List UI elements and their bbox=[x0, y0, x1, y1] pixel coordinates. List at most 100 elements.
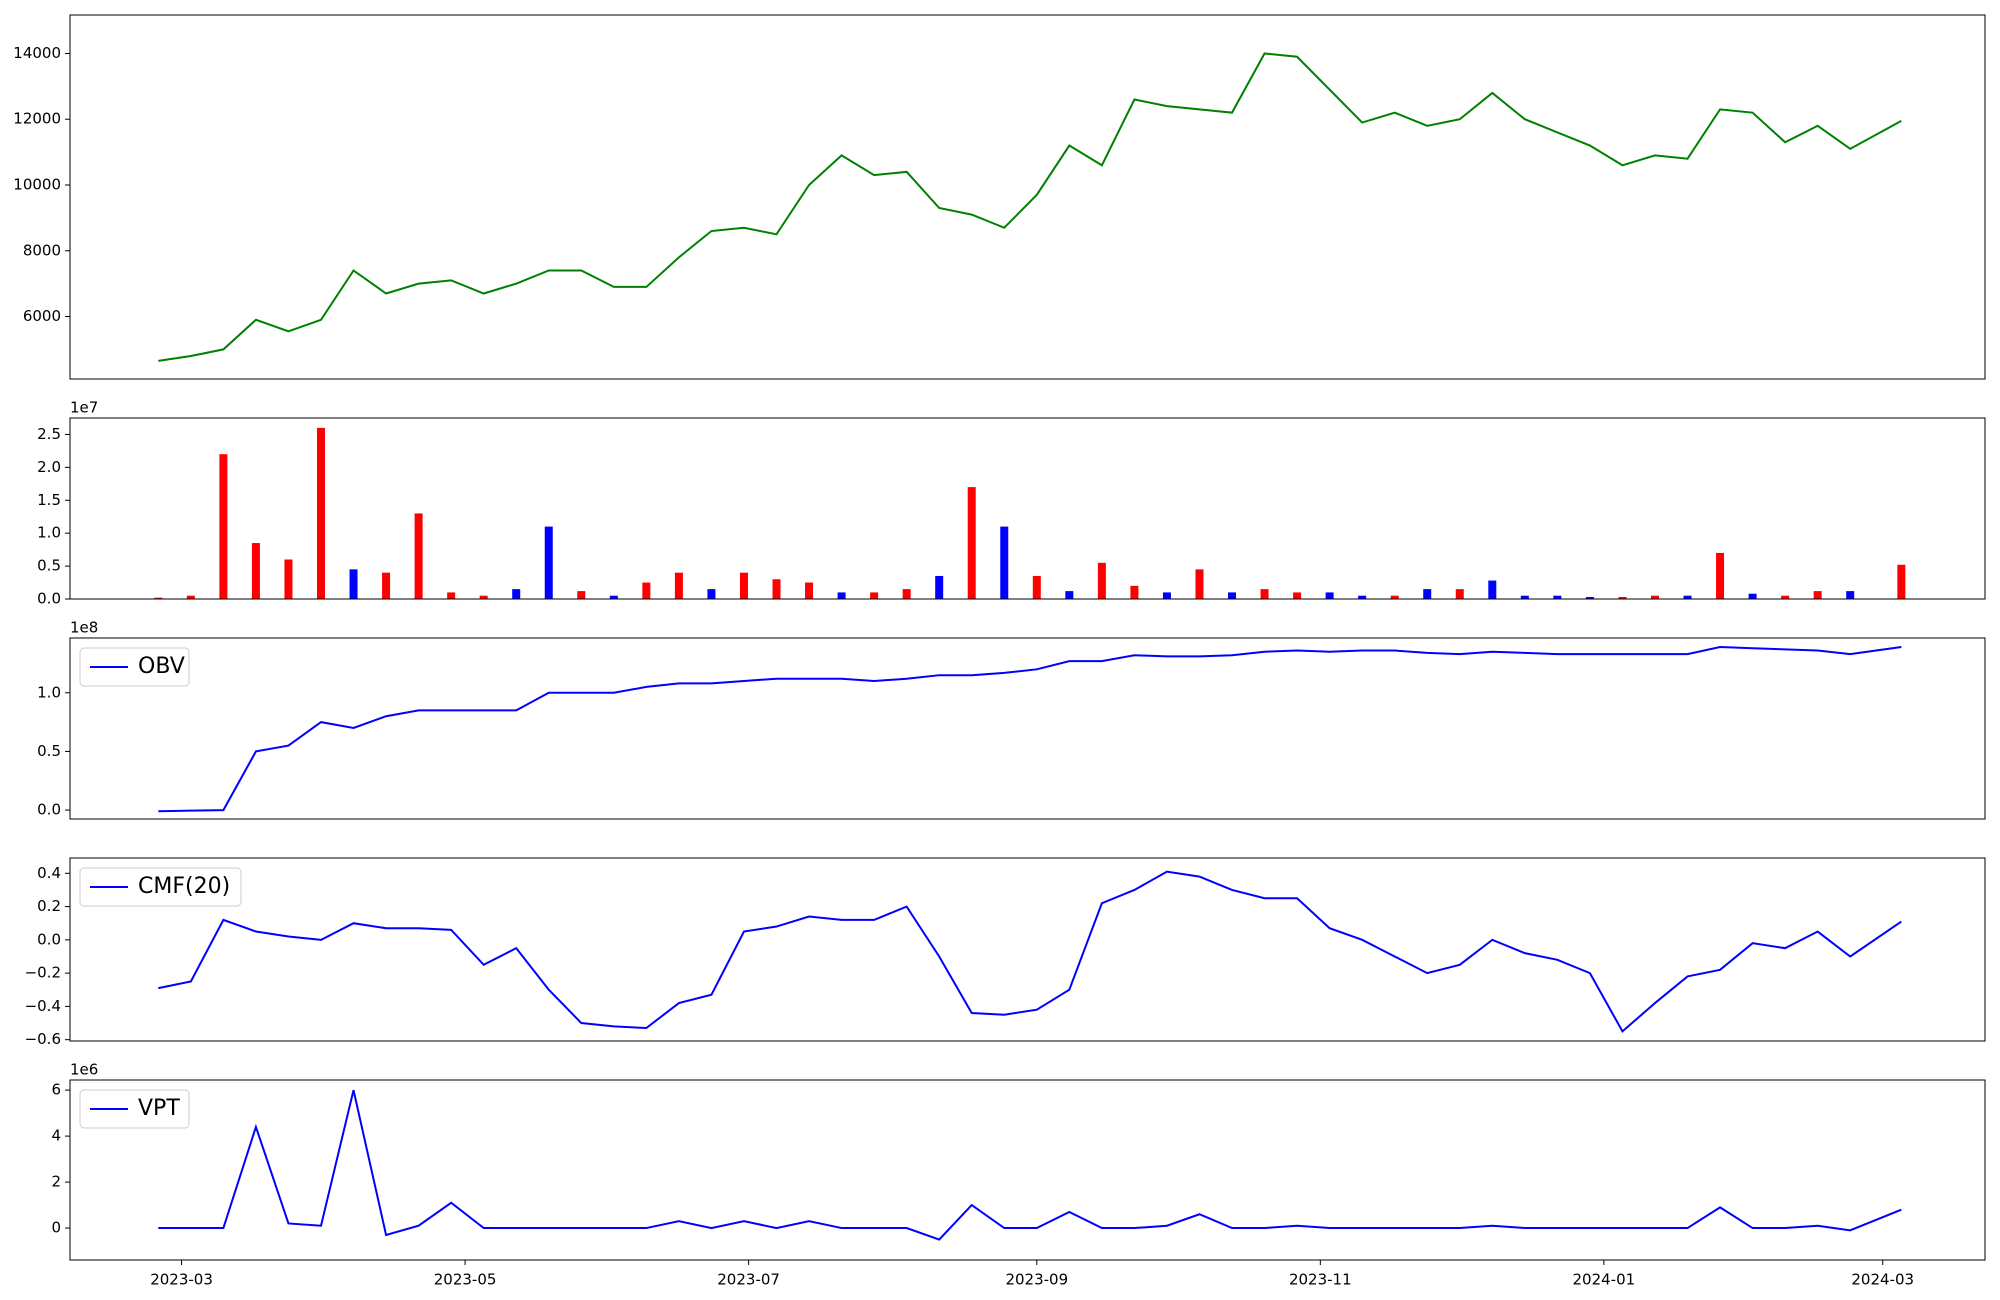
bar bbox=[544, 526, 553, 599]
bar bbox=[870, 592, 879, 599]
bar bbox=[1618, 597, 1627, 599]
y-tick-label: 14000 bbox=[13, 44, 61, 62]
legend: VPT bbox=[79, 1089, 190, 1129]
bar bbox=[1000, 526, 1009, 599]
bar bbox=[1358, 595, 1367, 599]
bar bbox=[967, 487, 976, 599]
bar bbox=[837, 592, 846, 599]
bar bbox=[154, 597, 163, 599]
offset-text: 1e8 bbox=[70, 619, 98, 637]
x-tick-label: 2024-03 bbox=[1851, 1271, 1914, 1289]
bar bbox=[935, 575, 944, 599]
y-tick-label: 0.5 bbox=[37, 557, 61, 575]
x-tick-label: 2024-01 bbox=[1573, 1271, 1636, 1289]
y-tick-label: 1.5 bbox=[37, 491, 61, 509]
bar bbox=[1228, 592, 1237, 599]
bar bbox=[1781, 595, 1790, 599]
y-tick-label: 0.0 bbox=[37, 590, 61, 608]
panel: −0.6 −0.4 −0.2 0.0 0.2 0.4 CMF(20) bbox=[25, 857, 1986, 1048]
bar bbox=[414, 513, 423, 599]
bar bbox=[1293, 592, 1302, 599]
bar bbox=[1260, 589, 1269, 599]
x-tick-label: 2023-03 bbox=[150, 1271, 213, 1289]
y-tick-label: −0.2 bbox=[25, 964, 61, 982]
bar bbox=[1553, 595, 1562, 599]
bar bbox=[1455, 589, 1464, 599]
bar bbox=[316, 427, 325, 599]
bar bbox=[1097, 562, 1106, 599]
bar bbox=[1488, 580, 1497, 599]
offset-text: 1e7 bbox=[70, 399, 98, 417]
data-line bbox=[158, 646, 1902, 813]
bar bbox=[1032, 575, 1041, 599]
legend-label: OBV bbox=[138, 654, 185, 679]
bar bbox=[512, 589, 521, 599]
bar bbox=[186, 595, 195, 599]
axes-frame bbox=[69, 1079, 1986, 1261]
bar bbox=[1813, 591, 1822, 599]
y-tick-label: −0.6 bbox=[25, 1030, 61, 1048]
y-tick-label: 0 bbox=[51, 1219, 61, 1237]
y-tick-label: 0.4 bbox=[37, 864, 61, 882]
bar bbox=[1585, 597, 1594, 599]
y-tick-label: −0.4 bbox=[25, 997, 61, 1015]
bar bbox=[219, 454, 228, 599]
x-tick-label: 2023-05 bbox=[434, 1271, 497, 1289]
bar bbox=[1065, 591, 1074, 599]
bar bbox=[1650, 595, 1659, 599]
y-tick-label: 10000 bbox=[13, 175, 61, 193]
bar bbox=[674, 572, 683, 599]
panel: 6000 8000 10000 12000 14000 bbox=[13, 14, 1986, 380]
panel: 0 2 4 6 2023-03 2023-05 2023-07 2023-09 2023-11 2… bbox=[51, 1061, 1986, 1289]
bar bbox=[1897, 564, 1906, 599]
axes-frame bbox=[69, 637, 1986, 820]
bar bbox=[447, 592, 456, 599]
bar bbox=[479, 595, 488, 599]
bar bbox=[609, 595, 618, 599]
x-tick-label: 2023-09 bbox=[1005, 1271, 1068, 1289]
bar bbox=[382, 572, 391, 599]
bar bbox=[1683, 595, 1692, 599]
bar bbox=[1390, 595, 1399, 599]
bar bbox=[349, 569, 358, 599]
bar bbox=[1520, 595, 1529, 599]
bar bbox=[642, 582, 651, 599]
y-tick-label: 2.5 bbox=[37, 425, 61, 443]
bar bbox=[577, 591, 586, 599]
bar bbox=[1423, 589, 1432, 599]
panel: 0.0 0.5 1.0 1e8 OBV bbox=[37, 619, 1986, 820]
bar bbox=[284, 559, 293, 599]
bar bbox=[1716, 552, 1725, 599]
y-tick-label: 6 bbox=[51, 1081, 61, 1099]
y-tick-label: 0.0 bbox=[37, 801, 61, 819]
legend: OBV bbox=[79, 647, 190, 687]
x-tick-label: 2023-11 bbox=[1289, 1271, 1352, 1289]
y-tick-label: 12000 bbox=[13, 110, 61, 128]
data-line bbox=[158, 52, 1902, 362]
x-tick-label: 2023-07 bbox=[717, 1271, 780, 1289]
y-tick-label: 6000 bbox=[23, 307, 61, 325]
axes-frame bbox=[69, 14, 1986, 380]
y-tick-label: 0.2 bbox=[37, 897, 61, 915]
axes-frame bbox=[69, 857, 1986, 1042]
y-tick-label: 2 bbox=[51, 1173, 61, 1191]
offset-text: 1e6 bbox=[70, 1061, 98, 1079]
y-tick-label: 4 bbox=[51, 1127, 61, 1145]
legend: CMF(20) bbox=[79, 867, 242, 907]
y-tick-label: 0.0 bbox=[37, 930, 61, 948]
y-tick-label: 1.0 bbox=[37, 683, 61, 701]
legend-label: VPT bbox=[138, 1096, 180, 1121]
bar bbox=[1325, 592, 1334, 599]
axes-frame bbox=[69, 417, 1986, 600]
y-tick-label: 2.0 bbox=[37, 458, 61, 476]
data-line bbox=[158, 870, 1902, 1033]
bar bbox=[1130, 585, 1139, 599]
panel: 0.0 0.5 1.0 1.5 2.0 2.5 1e7 bbox=[37, 399, 1986, 608]
bar bbox=[772, 579, 781, 599]
legend-box bbox=[79, 1089, 190, 1129]
y-tick-label: 8000 bbox=[23, 241, 61, 259]
data-line bbox=[158, 1089, 1902, 1241]
bar bbox=[902, 589, 911, 599]
bar bbox=[1195, 569, 1204, 599]
bar bbox=[707, 589, 716, 599]
